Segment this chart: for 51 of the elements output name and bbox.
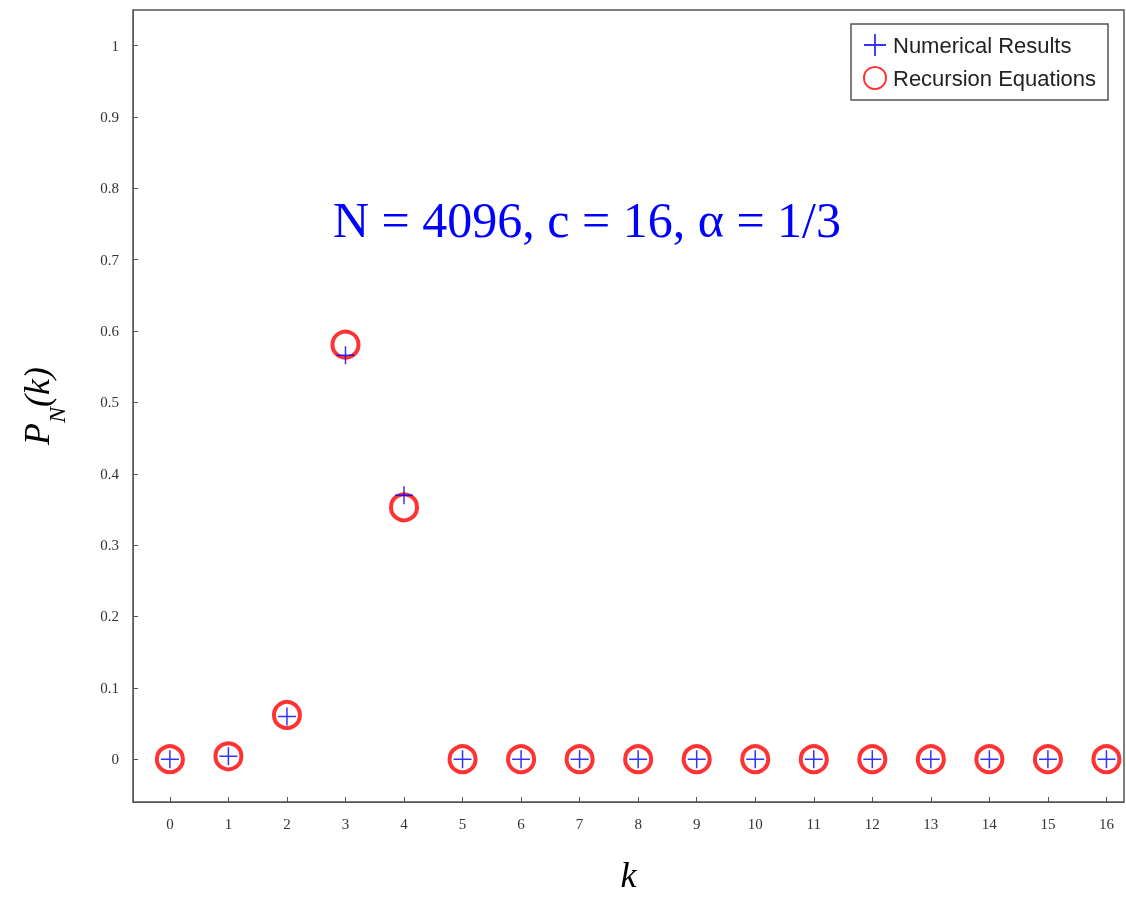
point — [974, 744, 1005, 775]
y-tick-label: 0.6 — [100, 323, 120, 340]
x-tick-label: 11 — [806, 815, 821, 832]
x-tick-label: 9 — [692, 815, 701, 832]
point — [798, 744, 829, 775]
x-tick-label: 16 — [1098, 815, 1115, 832]
point — [857, 744, 888, 775]
point — [740, 744, 771, 775]
point — [506, 744, 537, 775]
x-tick-label: 6 — [517, 815, 526, 832]
x-tick-label: 15 — [1040, 815, 1056, 832]
x-tick-label: 8 — [634, 815, 642, 832]
x-tick-label: 7 — [575, 815, 584, 832]
x-tick-label: 4 — [400, 815, 409, 832]
legend-label: Numerical Results — [892, 32, 1072, 58]
annotation: N = 4096, c = 16, α = 1/3 — [333, 192, 841, 248]
y-tick-label: 0 — [111, 751, 119, 768]
x-tick-label: 3 — [341, 815, 350, 832]
point — [213, 741, 244, 772]
y-tick-label: 0.1 — [100, 679, 119, 696]
x-tick-label: 2 — [283, 815, 291, 832]
point — [1091, 744, 1122, 775]
x-tick-label: 13 — [923, 815, 939, 832]
point — [395, 486, 414, 505]
point — [915, 744, 946, 775]
point — [271, 699, 302, 730]
point — [1032, 744, 1063, 775]
point — [623, 744, 654, 775]
point — [681, 744, 712, 775]
point — [564, 744, 595, 775]
x-axis-title: k — [620, 855, 638, 895]
y-tick-label: 1 — [111, 37, 119, 54]
point — [330, 329, 361, 360]
point — [389, 492, 420, 523]
point — [154, 744, 185, 775]
y-tick-label: 0.9 — [100, 109, 119, 126]
y-tick-label: 0.5 — [100, 394, 119, 411]
x-tick-label: 1 — [224, 815, 233, 832]
y-tick-label: 0.8 — [100, 180, 119, 197]
x-tick-label: 14 — [981, 815, 998, 832]
x-tick-label: 12 — [864, 815, 880, 832]
y-tick-label: 0.2 — [100, 608, 119, 625]
y-axis-title: PN(k) — [17, 367, 70, 446]
legend-label: Recursion Equations — [892, 65, 1097, 91]
x-tick-label: 0 — [166, 815, 174, 832]
y-tick-label: 0.7 — [100, 251, 120, 268]
x-tick-label: 10 — [747, 815, 763, 832]
y-tick-label: 0.4 — [100, 465, 120, 482]
point — [447, 744, 478, 775]
y-tick-label: 0.3 — [100, 537, 119, 554]
x-tick-label: 5 — [458, 815, 467, 832]
